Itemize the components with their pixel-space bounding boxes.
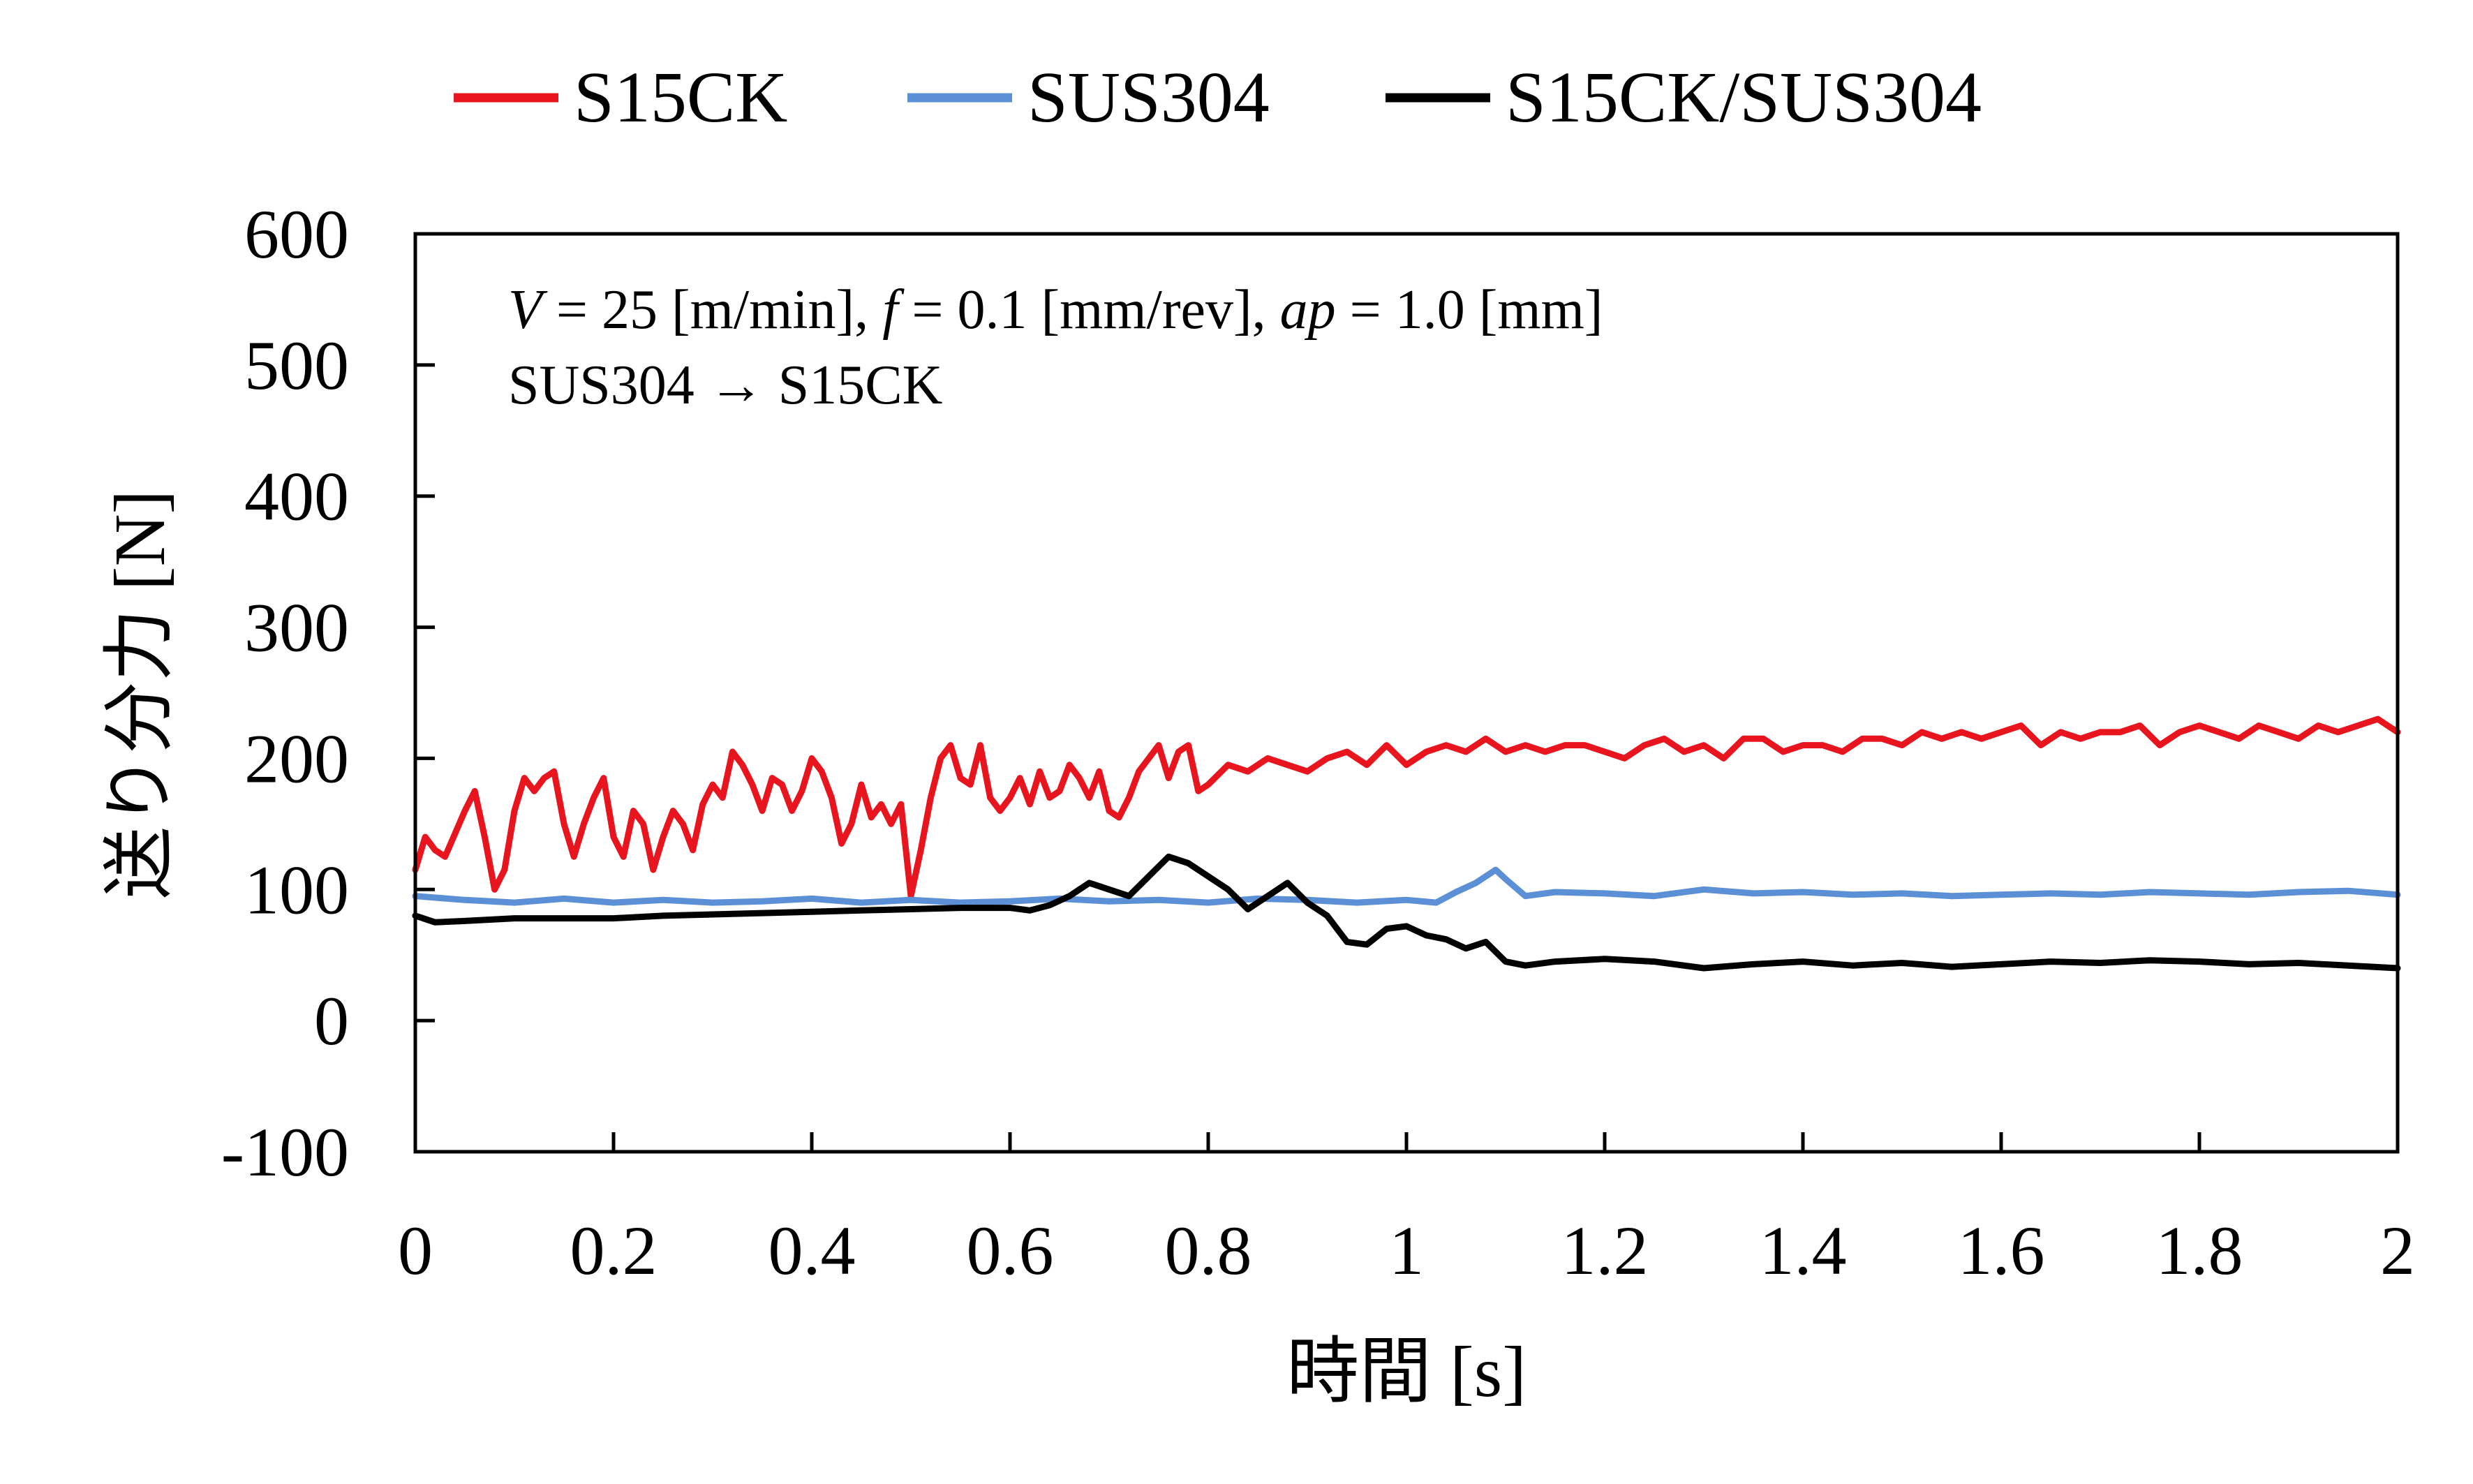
y-tick-label: 300 — [244, 589, 349, 667]
y-axis-title: 送り分力 [N] — [100, 490, 180, 899]
annotation-direction: SUS304 → S15CK — [508, 355, 942, 416]
y-tick-label: 0 — [314, 982, 349, 1060]
series-line-sus304 — [412, 866, 2401, 906]
x-tick-label: 2 — [2380, 1212, 2415, 1289]
x-tick-label: 1.4 — [1760, 1212, 1847, 1289]
y-tick-label: 600 — [244, 195, 349, 273]
x-axis-title: 時間 [s] — [1286, 1332, 1527, 1412]
axis-ticks: 0 0.2 0.4 0.6 0.8 1 1.2 1.4 1.6 1.8 2 -100 0 100 200 30… — [221, 195, 2415, 1289]
y-tick-label: -100 — [221, 1113, 349, 1191]
x-tick-label: 1 — [1389, 1212, 1424, 1289]
legend-label-s15ck-sus304: S15CK/SUS304 — [1506, 57, 1982, 138]
x-tick-label: 1.2 — [1561, 1212, 1649, 1289]
condition-f-value: = 0.1 [mm/rev], — [898, 279, 1279, 341]
series-layer — [412, 715, 2401, 972]
x-tick-label: 0.6 — [967, 1212, 1054, 1289]
legend: S15CK SUS304 S15CK/SUS304 — [454, 57, 1982, 138]
x-tick-label: 0 — [398, 1212, 433, 1289]
x-tick-label: 1.6 — [1958, 1212, 2045, 1289]
legend-label-s15ck: S15CK — [574, 57, 787, 138]
condition-ap-value: = 1.0 [mm] — [1336, 279, 1603, 341]
x-tick-label: 1.8 — [2156, 1212, 2243, 1289]
y-tick-label: 400 — [244, 458, 349, 535]
annotation-conditions: V = 25 [m/min], f = 0.1 [mm/rev], ap = 1… — [508, 279, 1603, 341]
legend-label-sus304: SUS304 — [1027, 57, 1270, 138]
plot-frame — [413, 232, 2400, 1154]
x-tick-label: 0.4 — [768, 1212, 856, 1289]
series-line-s15ck — [412, 715, 2401, 900]
y-tick-label: 500 — [244, 327, 349, 404]
series-line-s15ck-sus304 — [412, 853, 2401, 972]
condition-v-value: = 25 [m/min], — [542, 279, 882, 341]
y-tick-label: 200 — [244, 720, 349, 797]
x-tick-label: 0.8 — [1165, 1212, 1252, 1289]
condition-ap-symbol: ap — [1280, 279, 1336, 341]
x-tick-label: 0.2 — [570, 1212, 658, 1289]
y-tick-label: 100 — [244, 851, 349, 928]
condition-v-symbol: V — [508, 279, 548, 341]
